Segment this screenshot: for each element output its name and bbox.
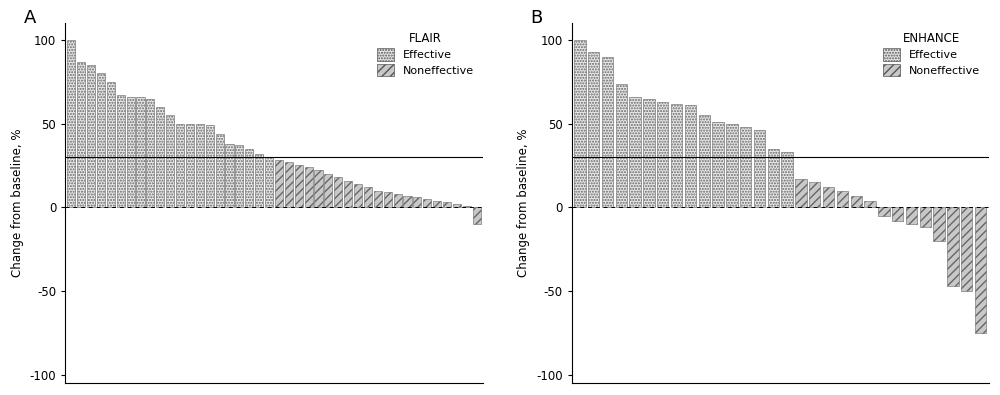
Y-axis label: Change from baseline, %: Change from baseline, % <box>517 129 530 277</box>
Bar <box>364 187 372 207</box>
Bar <box>265 157 273 207</box>
Bar <box>146 99 154 207</box>
Bar <box>906 207 917 224</box>
Bar <box>643 99 655 207</box>
Bar <box>374 190 382 207</box>
Bar <box>975 207 986 333</box>
Bar <box>602 57 613 207</box>
Bar <box>629 97 641 207</box>
Bar <box>423 199 431 207</box>
Bar <box>156 107 164 207</box>
Bar <box>754 130 765 207</box>
Bar <box>314 171 323 207</box>
Bar <box>186 124 194 207</box>
Bar <box>933 207 945 241</box>
Bar <box>781 152 793 207</box>
Bar <box>334 177 342 207</box>
Bar <box>136 97 145 207</box>
Bar <box>216 134 224 207</box>
Bar <box>616 83 627 207</box>
Bar <box>394 194 402 207</box>
Bar <box>823 187 834 207</box>
Bar <box>433 201 441 207</box>
Bar <box>344 181 352 207</box>
Bar <box>413 197 421 207</box>
Bar <box>196 124 204 207</box>
Bar <box>712 122 724 207</box>
Bar <box>768 149 779 207</box>
Bar <box>961 207 972 291</box>
Bar <box>699 115 710 207</box>
Bar <box>403 196 412 207</box>
Bar <box>463 206 471 207</box>
Bar <box>354 184 362 207</box>
Bar <box>295 166 303 207</box>
Bar <box>67 40 75 207</box>
Bar <box>795 179 807 207</box>
Legend: Effective, Noneffective: Effective, Noneffective <box>880 29 983 79</box>
Bar <box>837 190 848 207</box>
Bar <box>255 154 263 207</box>
Bar <box>97 73 105 207</box>
Y-axis label: Change from baseline, %: Change from baseline, % <box>11 129 24 277</box>
Bar <box>473 207 481 224</box>
Bar <box>245 149 253 207</box>
Bar <box>588 52 599 207</box>
Bar <box>920 207 931 228</box>
Bar <box>864 201 876 207</box>
Bar <box>275 160 283 207</box>
Legend: Effective, Noneffective: Effective, Noneffective <box>374 29 477 79</box>
Bar <box>671 103 682 207</box>
Bar <box>107 82 115 207</box>
Text: B: B <box>530 9 542 27</box>
Bar <box>657 102 668 207</box>
Bar <box>225 144 234 207</box>
Bar <box>117 95 125 207</box>
Bar <box>87 65 95 207</box>
Bar <box>574 40 586 207</box>
Bar <box>878 207 890 216</box>
Bar <box>77 62 85 207</box>
Bar <box>892 207 903 221</box>
Bar <box>127 97 135 207</box>
Bar <box>324 174 332 207</box>
Bar <box>176 124 184 207</box>
Bar <box>166 115 174 207</box>
Bar <box>726 124 738 207</box>
Bar <box>947 207 959 286</box>
Bar <box>851 196 862 207</box>
Text: A: A <box>24 9 36 27</box>
Bar <box>453 204 461 207</box>
Bar <box>685 105 696 207</box>
Bar <box>206 125 214 207</box>
Bar <box>305 167 313 207</box>
Bar <box>235 145 243 207</box>
Bar <box>443 202 451 207</box>
Bar <box>384 192 392 207</box>
Bar <box>740 127 751 207</box>
Bar <box>809 182 820 207</box>
Bar <box>285 162 293 207</box>
